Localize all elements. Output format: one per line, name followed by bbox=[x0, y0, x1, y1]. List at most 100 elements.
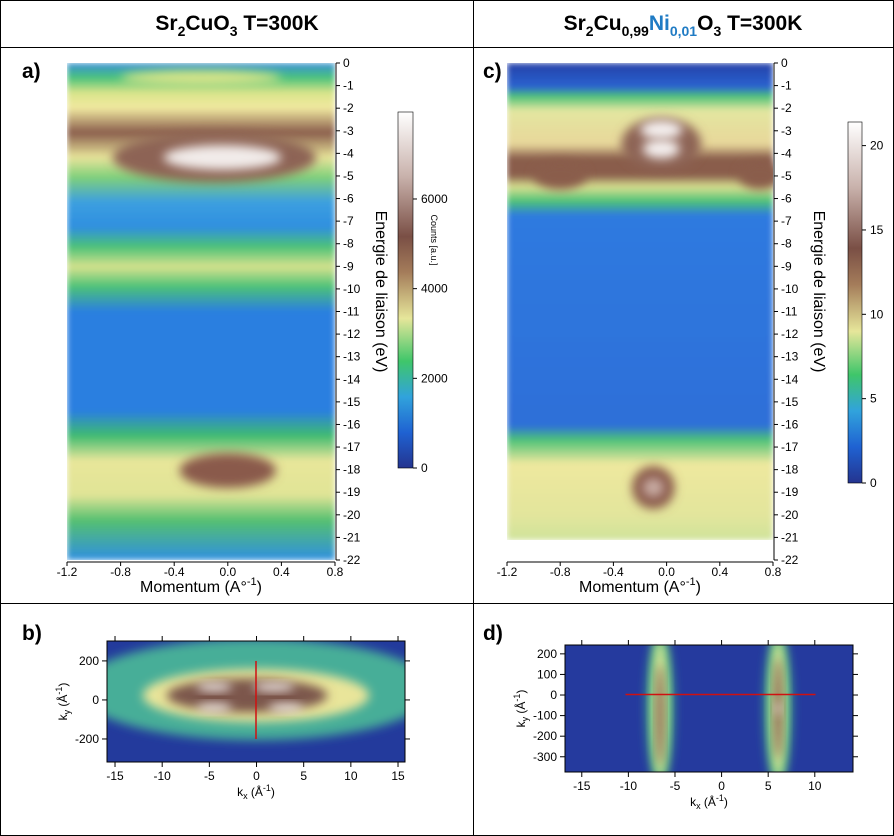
label-part: -1 bbox=[686, 576, 696, 588]
title-part: T=300K bbox=[237, 12, 318, 35]
title-part: Cu bbox=[594, 12, 622, 35]
label-part: y bbox=[520, 716, 530, 721]
intensity-blob bbox=[640, 120, 683, 140]
colorbar-label: Counts [a.u.] bbox=[429, 214, 439, 265]
panel-label: d) bbox=[483, 622, 503, 645]
x-tick-label: 0.8 bbox=[327, 565, 344, 579]
colorbar-tick-label: 2000 bbox=[421, 371, 448, 385]
y-tick-label: -8 bbox=[343, 237, 354, 251]
y-tick-label: -2 bbox=[343, 101, 354, 115]
y-tick-label: -5 bbox=[343, 169, 354, 183]
y-tick-label: 200 bbox=[537, 647, 557, 661]
label-part: ) bbox=[514, 690, 528, 694]
x-tick-label: 0 bbox=[718, 779, 725, 793]
colorbar-tick-label: 20 bbox=[870, 139, 884, 153]
y-tick-label: -13 bbox=[343, 350, 361, 364]
label-part: k bbox=[690, 795, 697, 809]
column-title: Sr2CuO3 T=300K bbox=[155, 12, 318, 39]
intensity-blob bbox=[642, 139, 680, 159]
y-tick-label: -3 bbox=[781, 124, 792, 138]
label-part: (Å bbox=[248, 784, 263, 799]
intensity-map bbox=[507, 63, 773, 540]
label-part: ) bbox=[724, 795, 728, 809]
x-tick-label: 0.8 bbox=[765, 565, 782, 579]
y-tick-label: -8 bbox=[781, 237, 792, 251]
y-tick-label: -22 bbox=[781, 553, 799, 567]
label-part: x bbox=[243, 791, 248, 801]
y-tick-label: 0 bbox=[343, 56, 350, 70]
intensity-blob bbox=[775, 702, 781, 715]
colorbar-tick-label: 5 bbox=[870, 392, 877, 406]
y-tick-label: -21 bbox=[343, 530, 361, 544]
column-title: Sr2Cu0,99Ni0,01O3 T=300K bbox=[564, 12, 803, 39]
y-tick-label: -18 bbox=[781, 463, 799, 477]
x-tick-label: -5 bbox=[204, 769, 215, 783]
x-tick-label: 0.4 bbox=[273, 565, 290, 579]
y-tick-label: -300 bbox=[533, 750, 557, 764]
y-tick-label: -3 bbox=[343, 124, 354, 138]
x-tick-label: 0.4 bbox=[711, 565, 728, 579]
y-axis-label: ky (Å-1) bbox=[512, 690, 530, 728]
colorbar-tick-label: 10 bbox=[870, 307, 884, 321]
y-tick-label: -15 bbox=[343, 395, 361, 409]
y-tick-label: -16 bbox=[781, 417, 799, 431]
label-part: Momentum (A° bbox=[579, 579, 686, 596]
colorbar-tick-label: 6000 bbox=[421, 192, 448, 206]
x-tick-label: 0.0 bbox=[219, 565, 236, 579]
title-part: CuO bbox=[185, 12, 229, 35]
x-tick-label: 15 bbox=[391, 769, 405, 783]
title-part: 3 bbox=[230, 23, 238, 39]
label-part: -1 bbox=[263, 783, 271, 793]
y-tick-label: 0 bbox=[550, 688, 557, 702]
y-tick-label: -16 bbox=[343, 417, 361, 431]
colorbar-tick-label: 15 bbox=[870, 223, 884, 237]
y-tick-label: -11 bbox=[343, 305, 360, 319]
colorbar bbox=[847, 121, 863, 484]
title-part: 0,99 bbox=[622, 23, 649, 39]
y-tick-label: -10 bbox=[781, 282, 799, 296]
x-tick-label: -1.2 bbox=[497, 565, 518, 579]
y-tick-label: 0 bbox=[781, 56, 788, 70]
label-part: -1 bbox=[512, 694, 522, 702]
intensity-blob bbox=[533, 160, 587, 190]
label-part: -1 bbox=[716, 793, 724, 803]
y-tick-label: -4 bbox=[781, 146, 792, 160]
label-part: y bbox=[62, 709, 72, 714]
y-tick-label: -14 bbox=[343, 372, 361, 386]
x-axis-label: kx (Å-1) bbox=[237, 783, 275, 801]
x-tick-label: 5 bbox=[300, 769, 307, 783]
y-axis-label: ky (Å-1) bbox=[54, 683, 72, 721]
colorbar-tick-label: 4000 bbox=[421, 282, 448, 296]
intensity-map bbox=[565, 645, 853, 772]
intensity-map bbox=[67, 63, 335, 560]
y-tick-label: -9 bbox=[781, 259, 792, 273]
y-tick-label: -21 bbox=[781, 530, 799, 544]
label-part: x bbox=[696, 801, 701, 811]
y-tick-label: -13 bbox=[781, 350, 799, 364]
x-tick-label: -15 bbox=[573, 779, 591, 793]
label-part: (Å bbox=[55, 695, 70, 710]
x-tick-label: -0.4 bbox=[603, 565, 624, 579]
panel-label: c) bbox=[483, 60, 502, 83]
y-tick-label: -20 bbox=[343, 508, 361, 522]
x-tick-label: 10 bbox=[344, 769, 358, 783]
label-part: -1 bbox=[54, 687, 64, 695]
intensity-blob bbox=[120, 70, 282, 86]
x-tick-label: 5 bbox=[765, 779, 772, 793]
x-tick-label: -10 bbox=[154, 769, 172, 783]
y-tick-label: -12 bbox=[781, 327, 799, 341]
y-tick-label: -9 bbox=[343, 259, 354, 273]
x-axis-label: Momentum (A°-1) bbox=[140, 576, 262, 596]
panel-label: a) bbox=[22, 60, 41, 83]
label-part: ) bbox=[257, 579, 262, 596]
title-part: 3 bbox=[713, 23, 721, 39]
intensity-blob bbox=[179, 453, 277, 488]
y-tick-label: -7 bbox=[781, 214, 792, 228]
intensity-blob bbox=[738, 160, 773, 190]
label-part: ) bbox=[271, 785, 275, 799]
label-part: ) bbox=[696, 579, 701, 596]
y-tick-label: -18 bbox=[343, 463, 361, 477]
colorbar-tick-label: 0 bbox=[870, 476, 877, 490]
plot-frame bbox=[564, 644, 854, 773]
